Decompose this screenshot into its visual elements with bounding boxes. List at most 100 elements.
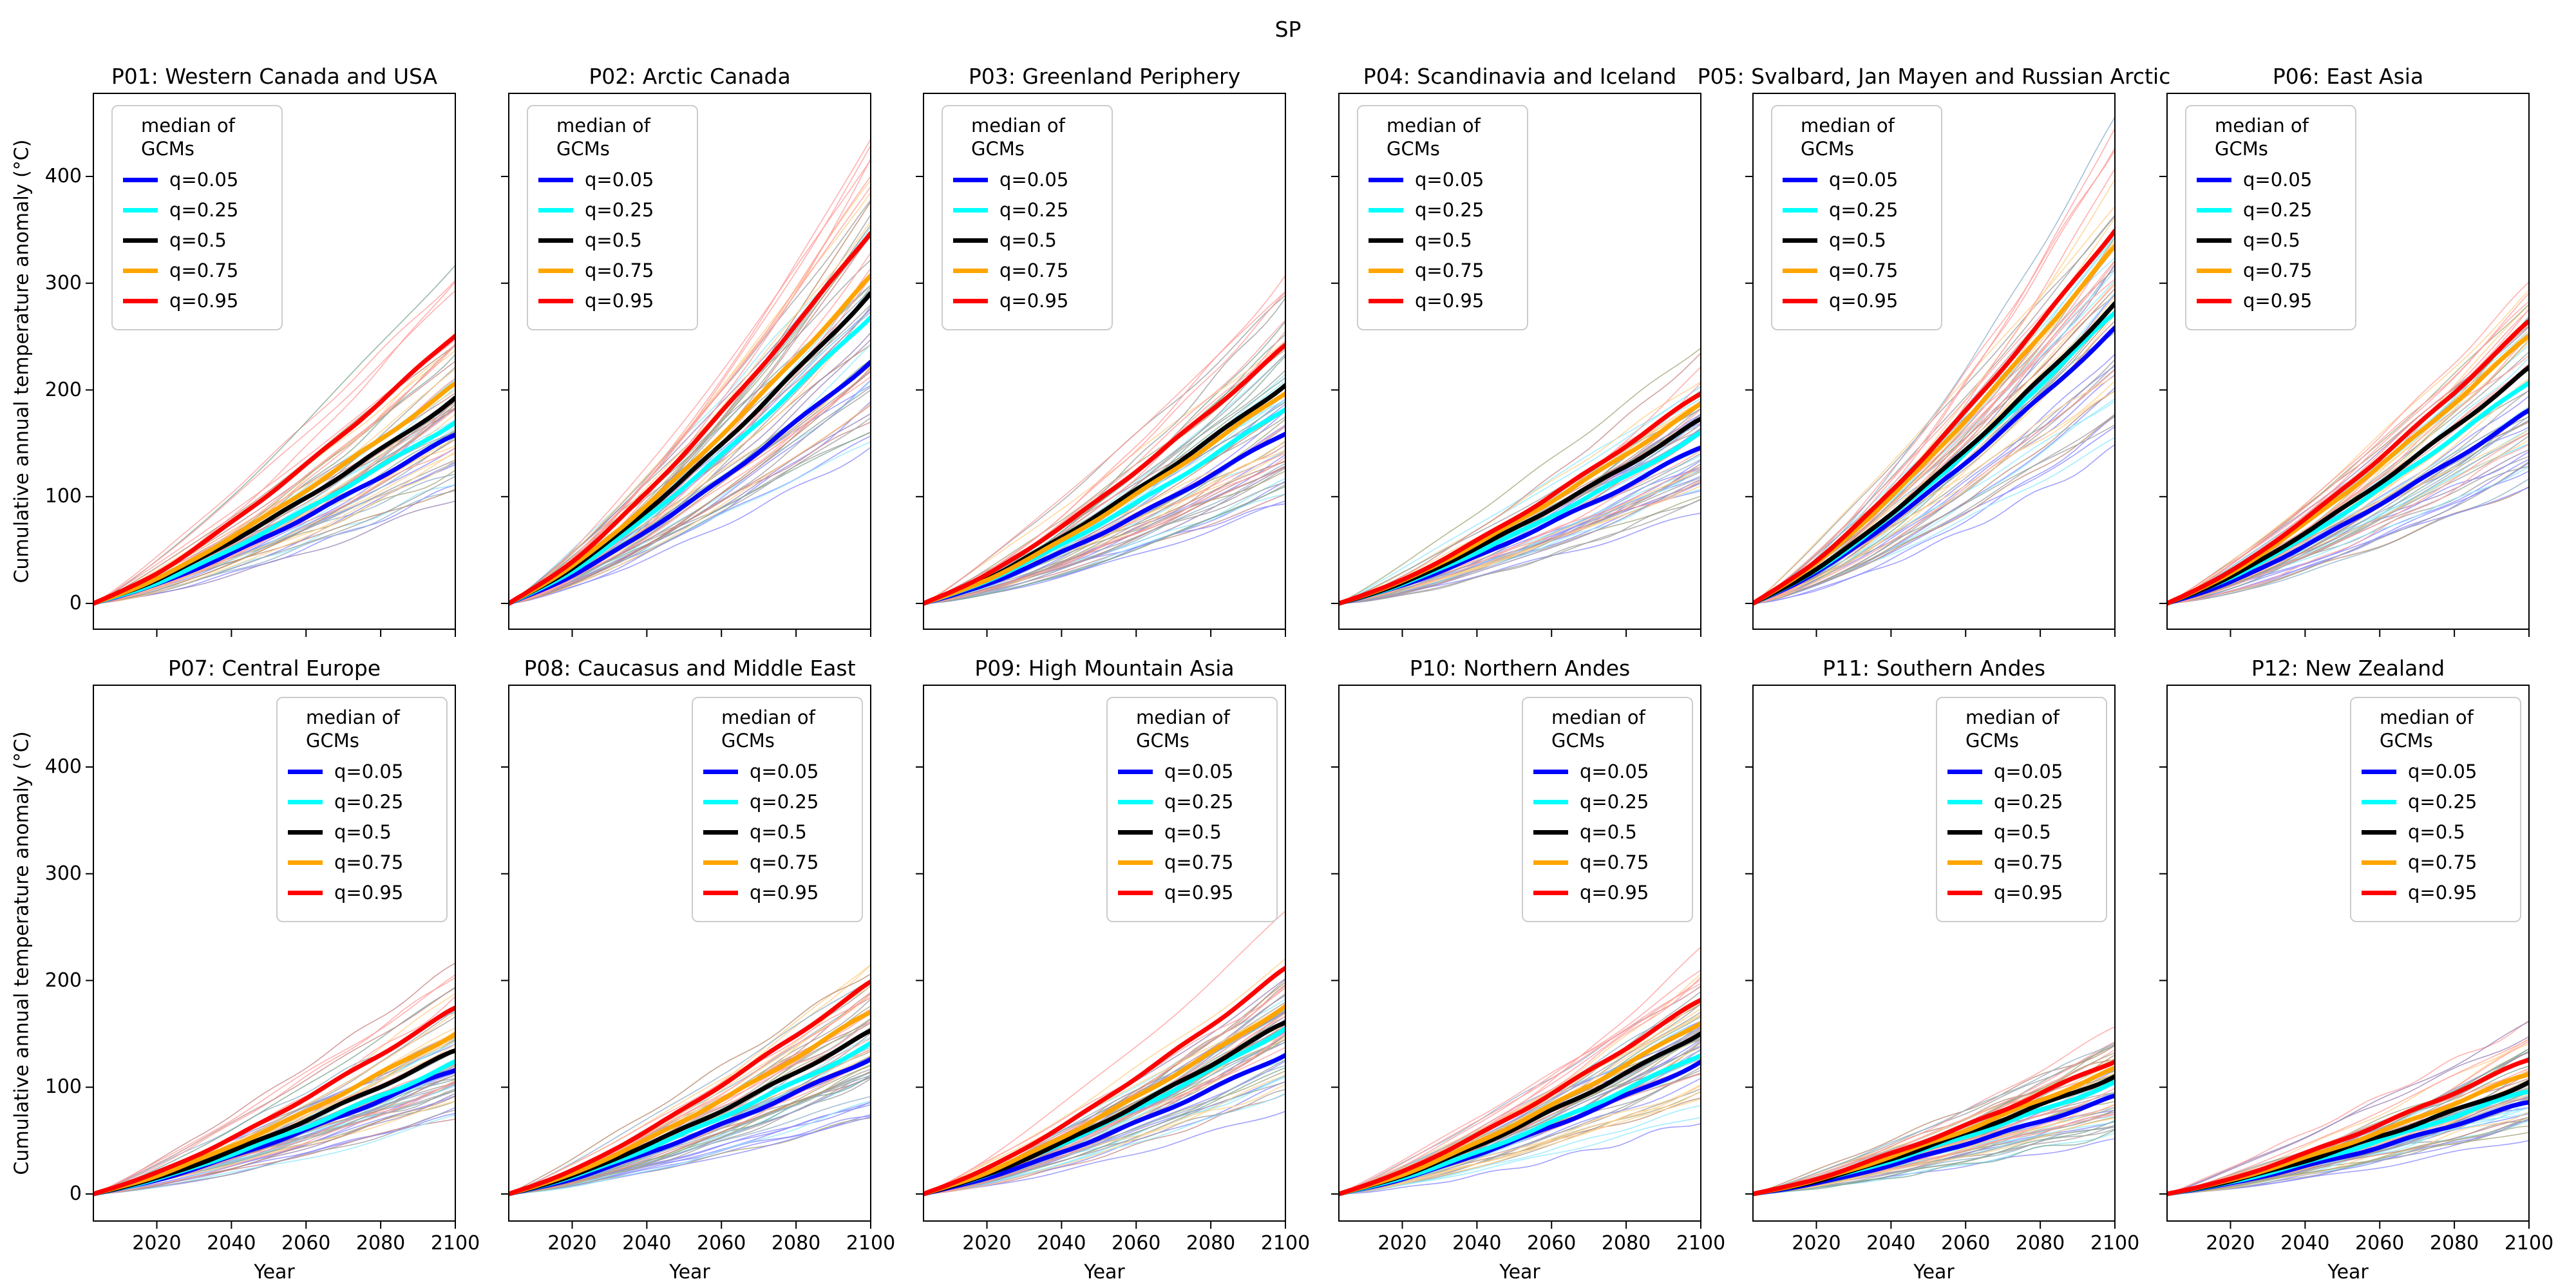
subplot-p06: P06: East Asia median of GCMs q=0.05 q=0.25…	[2159, 64, 2530, 637]
x-tick-label: 2040	[622, 1232, 672, 1255]
gcm-line	[509, 980, 871, 1195]
gcm-line	[1753, 149, 2115, 604]
legend-entry-label: q=0.05	[585, 169, 654, 191]
legend-title: median of GCMs	[1136, 706, 1230, 752]
plot-area	[916, 685, 1286, 1229]
legend-box: median of GCMs q=0.05 q=0.25 q=0.5 q=0.75 q=0…	[1936, 697, 2107, 922]
legend-entry: q=0.05	[1783, 169, 1929, 191]
legend-line-swatch	[703, 860, 738, 865]
x-tick-label: 2100	[2504, 1232, 2554, 1255]
gcm-line	[923, 911, 1285, 1195]
gcm-line	[2167, 1036, 2529, 1195]
subplot-title: P06: East Asia	[2272, 64, 2424, 89]
gcm-line	[2167, 1111, 2529, 1195]
legend-line-swatch	[288, 799, 323, 804]
x-tick-label: 2080	[1186, 1232, 1236, 1255]
legend-entry: q=0.25	[123, 199, 270, 221]
legend-entry: q=0.75	[123, 260, 270, 281]
gcm-line	[1753, 1052, 2115, 1195]
median-line-q-0.75	[923, 1003, 1285, 1197]
x-tick-label: 2100	[1676, 1232, 1726, 1255]
x-tick-label: 2040	[1866, 1232, 1916, 1255]
legend-entry: q=0.5	[1783, 229, 1929, 251]
legend-entry-label: q=0.25	[999, 199, 1069, 221]
gcm-line	[1753, 364, 2115, 604]
plot-area	[1745, 93, 2116, 637]
legend-entry: q=0.95	[1533, 882, 1680, 904]
gcm-line	[93, 1083, 455, 1195]
legend-entry-label: q=0.5	[334, 821, 392, 843]
y-tick-label: 300	[44, 862, 82, 885]
legend-entry: q=0.25	[1783, 199, 1929, 221]
gcm-line	[1753, 424, 2115, 604]
x-tick-label: 2080	[355, 1232, 406, 1255]
x-tick-label: 2060	[1112, 1232, 1161, 1255]
gcm-line	[2167, 1021, 2529, 1195]
gcm-line	[1339, 1001, 1701, 1195]
legend-entry-label: q=0.05	[1829, 169, 1899, 191]
plot-area	[501, 685, 871, 1229]
subplot-title: P05: Svalbard, Jan Mayen and Russian Arc…	[1697, 64, 2171, 89]
x-tick-label: 2020	[1378, 1232, 1427, 1255]
median-line-q-0.25	[1753, 310, 2115, 606]
gcm-line	[923, 456, 1285, 604]
legend-entry: q=0.5	[538, 229, 685, 251]
gcm-line	[923, 486, 1285, 604]
legend-line-swatch	[288, 769, 323, 774]
y-tick-label: 200	[44, 969, 82, 992]
subplot-p01: P01: Western Canada and USA 0 100 200 300 400…	[45, 64, 456, 637]
subplot-p08: P08: Caucasus and Middle East 2020 2040 206…	[501, 656, 895, 1283]
gcm-line	[923, 1081, 1285, 1195]
legend-entry: q=0.25	[2362, 791, 2508, 813]
gcm-line	[1753, 413, 2115, 604]
subplot-title: P08: Caucasus and Middle East	[524, 656, 856, 681]
x-axis-label: Year	[1499, 1261, 1540, 1283]
subplot-p12: P12: New Zealand 2020 2040 2060 2080 2100 Year…	[2159, 656, 2553, 1283]
legend-entry: q=0.5	[1118, 821, 1265, 843]
legend-entry-label: q=0.5	[1994, 821, 2051, 843]
legend-line-swatch	[1783, 268, 1817, 273]
legend-line-swatch	[1368, 268, 1403, 273]
legend-entry-label: q=0.75	[2408, 851, 2477, 873]
legend-entry: q=0.05	[953, 169, 1100, 191]
median-line-q-0.95	[93, 1005, 455, 1197]
subplot-title: P09: High Mountain Asia	[974, 656, 1235, 681]
gcm-line	[1339, 983, 1701, 1195]
y-tick-label: 100	[44, 1075, 82, 1099]
legend-entry: q=0.25	[953, 199, 1100, 221]
legend-entry: q=0.95	[703, 882, 850, 904]
legend-entry: q=0.05	[538, 169, 685, 191]
gcm-line	[509, 1070, 871, 1195]
legend-entry-label: q=0.25	[2243, 199, 2313, 221]
gcm-line	[923, 1074, 1285, 1195]
legend-entry-label: q=0.05	[1415, 169, 1484, 191]
plot-area	[1331, 93, 1701, 637]
legend-entry-label: q=0.05	[334, 761, 404, 782]
gcm-line	[2167, 1020, 2529, 1195]
legend-title: median of GCMs	[1965, 706, 2060, 752]
legend-title: median of GCMs	[2380, 706, 2474, 752]
legend-entry: q=0.95	[1368, 290, 1515, 312]
plot-area	[2159, 685, 2530, 1229]
legend-title: median of GCMs	[141, 115, 235, 160]
legend-line-swatch	[123, 177, 158, 182]
gcm-line	[1339, 419, 1701, 604]
legend-entry: q=0.05	[2362, 761, 2508, 782]
gcm-line	[923, 330, 1285, 604]
y-axis-label: Cumulative annual temperature anomaly (°…	[10, 731, 33, 1175]
legend-entry-label: q=0.75	[1415, 260, 1484, 281]
legend-box: median of GCMs q=0.05 q=0.25 q=0.5 q=0.75 q=0…	[1771, 105, 1942, 330]
legend-entry-label: q=0.05	[169, 169, 239, 191]
legend-line-swatch	[1118, 829, 1153, 835]
gcm-line	[93, 974, 455, 1195]
legend-line-swatch	[1783, 177, 1817, 182]
x-tick-label: 2040	[1452, 1232, 1502, 1255]
legend-entry: q=0.95	[538, 290, 685, 312]
gcm-line	[93, 451, 455, 604]
subplot-p04: P04: Scandinavia and Iceland median of GC…	[1331, 64, 1701, 637]
legend-entry: q=0.75	[1118, 851, 1265, 873]
gcm-line	[2167, 316, 2529, 604]
legend-entry-label: q=0.5	[1415, 229, 1472, 251]
legend-line-swatch	[703, 769, 738, 774]
legend-entry: q=0.25	[1947, 791, 2094, 813]
